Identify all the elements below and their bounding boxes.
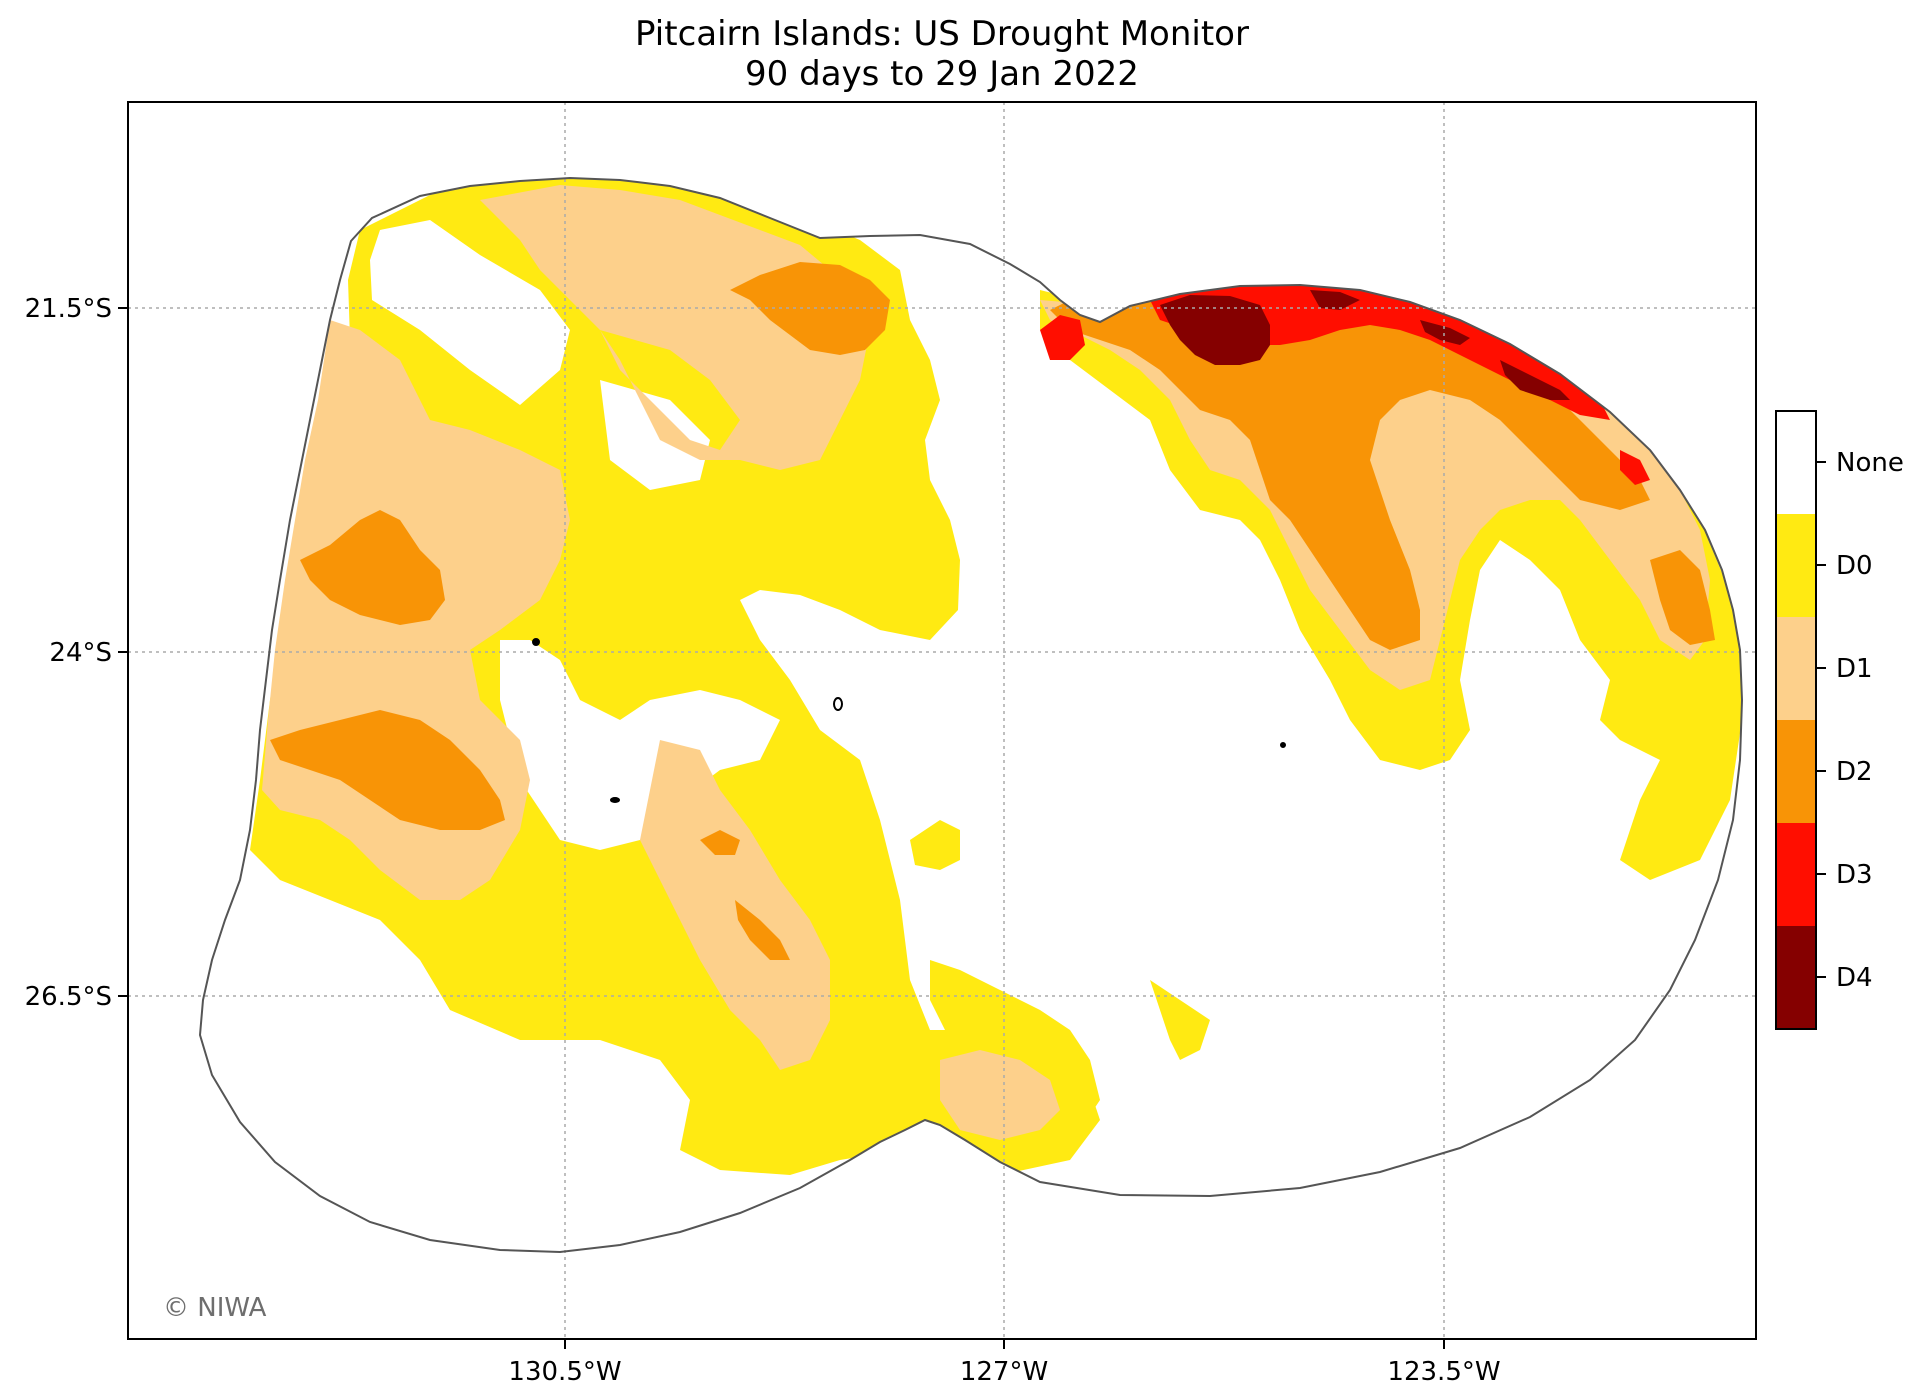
drought-fill-layer <box>250 178 1742 1175</box>
d0-region-west <box>250 178 1100 1175</box>
legend-label-none: None <box>1836 448 1904 478</box>
eez-outline <box>198 176 1744 1254</box>
d4-region-1 <box>1160 295 1270 365</box>
island-oeno <box>610 797 620 803</box>
island-ducie <box>532 638 540 646</box>
d1-region-south <box>940 1050 1060 1140</box>
legend-label-d3: D3 <box>1836 860 1873 890</box>
d2-region-west <box>300 510 445 625</box>
d1-region-northwest <box>480 185 870 470</box>
x-tick-label-3: 123.5°W <box>1387 1357 1500 1387</box>
legend-label-d0: D0 <box>1836 551 1873 581</box>
d2-region-center2 <box>735 900 790 960</box>
d2-region-east1 <box>1050 288 1650 650</box>
d3-region-3 <box>1620 450 1650 485</box>
legend-swatch-d1 <box>1776 617 1816 720</box>
d4-region-3 <box>1420 320 1470 345</box>
map-subtitle: 90 days to 29 Jan 2022 <box>745 54 1139 94</box>
d2-areas <box>270 262 1715 960</box>
y-axis-ticks <box>118 307 128 997</box>
legend-label-d4: D4 <box>1836 963 1873 993</box>
d4-region-2 <box>1310 290 1360 310</box>
x-axis-ticks <box>564 1339 1445 1349</box>
d1-region-center <box>640 740 830 1070</box>
y-tick-label-1: 21.5°S <box>25 294 112 324</box>
credit-label: © NIWA <box>163 1293 267 1323</box>
legend-colorbar: None D0 D1 D2 D3 D4 <box>1775 410 1904 1030</box>
y-tick-label-3: 26.5°S <box>25 982 112 1012</box>
x-tick-label-1: 130.5°W <box>508 1357 621 1387</box>
gridlines <box>128 102 1756 1339</box>
y-tick-label-2: 24°S <box>49 638 112 668</box>
legend-swatch-d2 <box>1776 720 1816 823</box>
d4-areas <box>1160 290 1570 400</box>
island-henderson <box>833 697 843 711</box>
d4-region-4 <box>1500 360 1570 400</box>
d3-region-1 <box>1040 315 1085 360</box>
legend-border <box>1775 410 1817 1030</box>
legend-label-d1: D1 <box>1836 654 1873 684</box>
d2-region-center1 <box>700 830 740 855</box>
legend-swatch-none <box>1776 411 1816 514</box>
x-tick-label-2: 127°W <box>960 1357 1048 1387</box>
legend-label-d2: D2 <box>1836 757 1873 787</box>
map-title: Pitcairn Islands: US Drought Monitor <box>635 14 1249 54</box>
d2-region-east2 <box>1650 550 1715 645</box>
island-pitcairn <box>1280 742 1286 748</box>
islands <box>532 638 1286 803</box>
legend-swatch-d4 <box>1776 926 1816 1029</box>
legend-swatch-d0 <box>1776 514 1816 617</box>
legend-swatch-d3 <box>1776 823 1816 926</box>
d2-region-southwest <box>270 710 505 830</box>
d0-region-small <box>910 820 960 870</box>
map-frame <box>127 101 1757 1340</box>
